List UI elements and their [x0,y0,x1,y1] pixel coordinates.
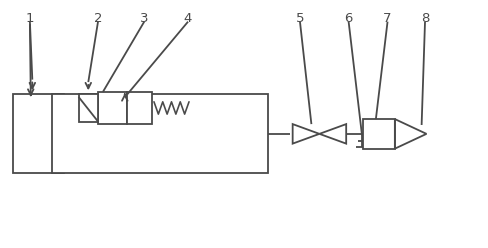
FancyBboxPatch shape [98,92,127,124]
Text: 4: 4 [184,12,192,25]
FancyBboxPatch shape [363,119,395,149]
Text: 7: 7 [383,12,392,25]
FancyBboxPatch shape [127,92,152,124]
FancyBboxPatch shape [13,94,64,173]
FancyBboxPatch shape [52,94,268,173]
Text: 2: 2 [94,12,102,25]
Text: 5: 5 [296,12,304,25]
FancyBboxPatch shape [79,94,98,122]
Text: 1: 1 [26,12,34,25]
Text: 8: 8 [421,12,429,25]
Text: 6: 6 [345,12,353,25]
Text: 3: 3 [140,12,148,25]
